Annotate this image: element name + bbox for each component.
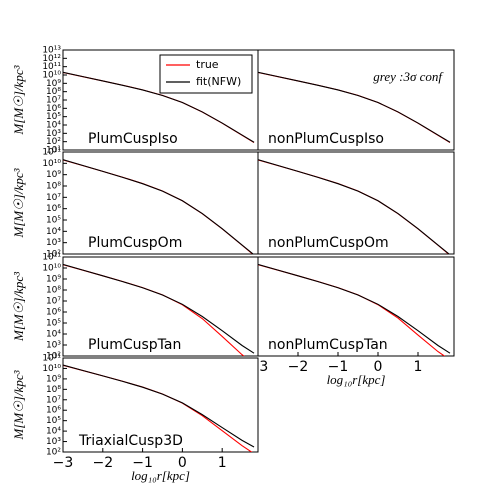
y-tick-label: 10¹¹ (42, 354, 61, 364)
panel-label: nonPlumCuspTan (268, 337, 388, 353)
x-tick-label: 0 (178, 455, 187, 471)
y-tick-label: 10³ (46, 341, 61, 351)
y-axis-label: M[M☉]/kpc³ (11, 64, 26, 135)
panel-label: PlumCuspIso (88, 131, 178, 147)
legend-label: fit(NFW) (196, 75, 241, 88)
x-tick-label: −1 (132, 455, 153, 471)
series-line (63, 364, 255, 448)
y-tick-label: 10⁸ (46, 87, 61, 97)
y-tick-label: 10⁴ (46, 427, 61, 437)
x-tick-label: 1 (414, 359, 423, 375)
series-line (63, 159, 254, 254)
y-tick-label: 10⁵ (46, 416, 61, 426)
panel-frame (257, 49, 455, 151)
y-tick-label: 10¹³ (42, 46, 61, 56)
y-tick-label: 10⁴ (46, 227, 61, 237)
y-tick-label: 10² (46, 250, 61, 260)
x-tick-label: −1 (328, 359, 349, 375)
panel-label: nonPlumCuspOm (268, 235, 389, 251)
y-tick-label: 10¹⁰ (42, 264, 61, 274)
y-tick-label: 10⁸ (46, 385, 61, 395)
y-tick-label: 10³ (46, 238, 61, 248)
panel-label: PlumCuspOm (88, 235, 182, 251)
y-tick-label: 10⁶ (46, 104, 61, 114)
y-tick-label: 10¹⁰ (42, 159, 61, 169)
x-tick-label: 0 (374, 359, 383, 375)
y-tick-label: 10¹⁰ (42, 364, 61, 374)
y-tick-label: 10⁶ (46, 406, 61, 416)
y-tick-label: 10¹¹ (42, 253, 61, 263)
y-axis-label: M[M☉]/kpc³ (11, 369, 26, 440)
y-tick-label: 10⁷ (46, 193, 61, 203)
annotation: grey :3σ conf (373, 69, 444, 84)
y-tick-label: 10⁹ (46, 170, 61, 180)
y-tick-label: 10⁹ (46, 374, 61, 384)
panel-label: PlumCuspTan (88, 337, 181, 353)
y-tick-label: 10² (46, 352, 61, 362)
x-tick-label: −3 (53, 455, 74, 471)
y-tick-label: 10² (46, 448, 61, 458)
y-tick-label: 10¹² (42, 54, 61, 64)
y-tick-label: 10⁵ (46, 319, 61, 329)
y-tick-label: 10⁸ (46, 182, 61, 192)
y-tick-label: 10¹⁰ (42, 71, 61, 81)
y-tick-label: 10² (46, 137, 61, 147)
y-axis-label: M[M☉]/kpc³ (11, 167, 26, 238)
y-tick-label: 10⁸ (46, 286, 61, 296)
y-tick-label: 10¹¹ (42, 62, 61, 72)
y-tick-label: 10¹¹ (42, 148, 61, 158)
y-tick-label: 10⁷ (46, 395, 61, 405)
series-line (63, 263, 255, 354)
x-axis-label: log₁₀r[kpc] (131, 468, 190, 483)
series-line (63, 71, 255, 143)
y-tick-label: 10³ (46, 437, 61, 447)
y-tick-label: 10⁷ (46, 96, 61, 106)
x-tick-label: 1 (218, 455, 227, 471)
legend-box (159, 54, 253, 94)
x-tick-label: −2 (92, 455, 113, 471)
y-tick-label: 10⁶ (46, 204, 61, 214)
series-line (258, 263, 451, 354)
y-tick-label: 10⁹ (46, 275, 61, 285)
y-tick-label: 10⁵ (46, 216, 61, 226)
y-tick-label: 10⁷ (46, 297, 61, 307)
y-tick-label: 10⁴ (46, 330, 61, 340)
series-line (258, 71, 451, 143)
y-tick-label: 10³ (46, 129, 61, 139)
y-tick-label: 10⁹ (46, 79, 61, 89)
series-line (258, 159, 450, 254)
legend-label: true (196, 58, 219, 71)
y-tick-label: 10⁴ (46, 121, 61, 131)
y-tick-label: 10¹ (46, 146, 61, 156)
x-axis-label: log₁₀r[kpc] (327, 372, 386, 387)
panel-label: TriaxialCusp3D (78, 433, 183, 449)
y-tick-label: 10⁶ (46, 308, 61, 318)
panel-label: nonPlumCuspIso (268, 131, 384, 147)
y-axis-label: M[M☉]/kpc³ (11, 271, 26, 342)
x-tick-label: −2 (288, 359, 309, 375)
y-tick-label: 10⁵ (46, 112, 61, 122)
